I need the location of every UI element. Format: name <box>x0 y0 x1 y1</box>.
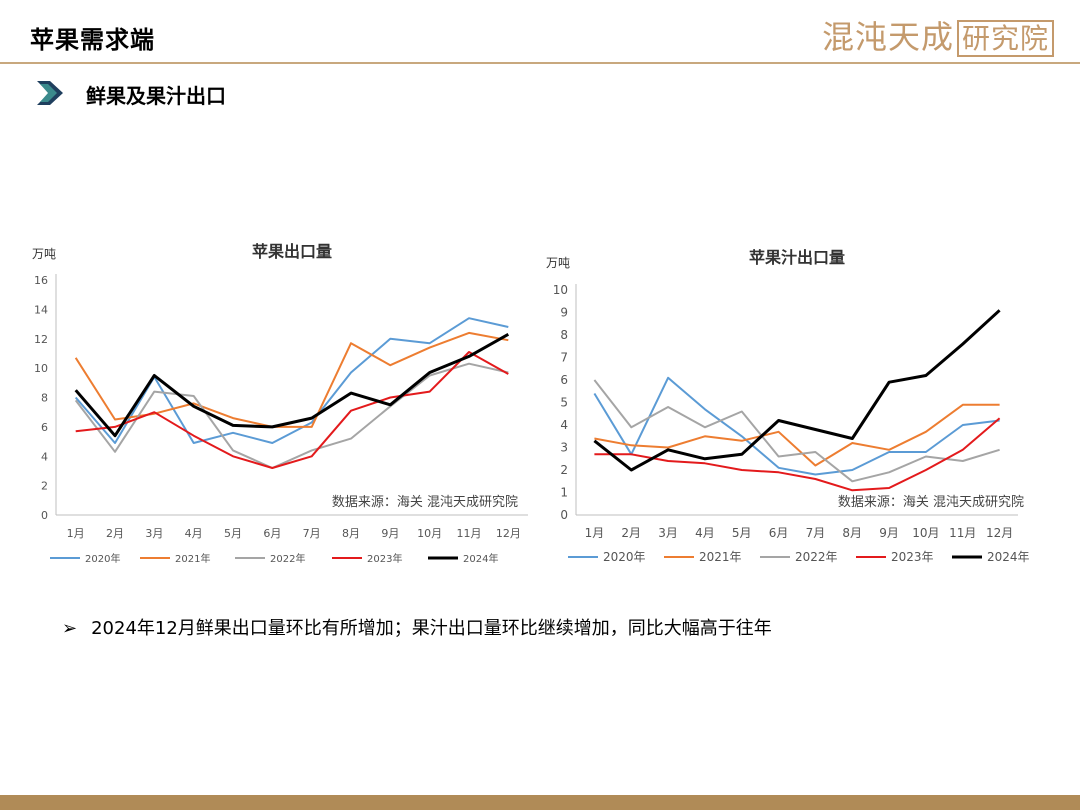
x-tick-label: 7月 <box>806 526 826 540</box>
summary-text: 2024年12月鲜果出口量环比有所增加；果汁出口量环比继续增加，同比大幅高于往年 <box>91 618 772 639</box>
x-tick-label: 12月 <box>496 527 521 540</box>
y-axis-unit-label: 万吨 <box>546 256 570 270</box>
series-line-2020年 <box>593 376 1000 476</box>
y-axis-unit-label: 万吨 <box>32 247 56 261</box>
x-tick-label: 11月 <box>949 526 976 540</box>
x-tick-label: 5月 <box>224 527 242 540</box>
y-tick-label: 0 <box>41 509 48 522</box>
series-line-2024年 <box>593 309 1001 472</box>
x-tick-label: 1月 <box>585 526 605 540</box>
header: 苹果需求端 混沌天成 研究院 <box>0 0 1080 62</box>
x-tick-label: 12月 <box>986 526 1013 540</box>
x-tick-label: 2月 <box>106 527 124 540</box>
header-divider <box>0 62 1080 64</box>
x-tick-label: 11月 <box>457 527 482 540</box>
x-tick-label: 8月 <box>842 526 862 540</box>
x-tick-label: 1月 <box>67 527 85 540</box>
y-tick-label: 5 <box>560 396 568 410</box>
apple-juice-export-chart: 苹果汁出口量 万吨 0 1 2 3 4 5 6 7 8 9 10 1月 2月 3月 4月 5月 6月 7月 8月 9月 10… <box>540 230 1060 580</box>
legend-label: 2020年 <box>85 552 120 565</box>
y-tick-label: 8 <box>41 392 48 405</box>
y-tick-label: 9 <box>560 306 568 320</box>
series-line-2023年 <box>75 351 509 469</box>
x-tick-label: 6月 <box>769 526 789 540</box>
series-line-2020年 <box>74 317 509 444</box>
logo: 混沌天成 研究院 <box>822 12 1054 58</box>
y-tick-label: 6 <box>560 373 568 387</box>
x-tick-label: 8月 <box>342 527 360 540</box>
legend-label: 2021年 <box>699 550 742 564</box>
x-tick-label: 3月 <box>658 526 678 540</box>
bullet-arrow-icon: ➢ <box>62 618 78 639</box>
y-tick-label: 10 <box>34 362 48 375</box>
page-title: 苹果需求端 <box>30 26 155 54</box>
y-tick-label: 0 <box>560 508 568 522</box>
legend-label: 2021年 <box>175 552 210 565</box>
legend-label: 2022年 <box>795 550 838 564</box>
series-line-2021年 <box>594 403 1000 467</box>
y-tick-label: 2 <box>41 480 48 493</box>
chart-title: 苹果汁出口量 <box>749 248 845 267</box>
x-tick-label: 9月 <box>879 526 899 540</box>
apple-export-chart-svg: 苹果出口量 万吨 0 2 4 6 8 10 12 14 16 1月 2月 3月 4月 5月 6月 7月 8月 9月 10… <box>32 242 528 565</box>
y-tick-label: 12 <box>34 333 48 346</box>
x-tick-label: 10月 <box>912 526 939 540</box>
summary-bullet: ➢ 2024年12月鲜果出口量环比有所增加；果汁出口量环比继续增加，同比大幅高于往… <box>62 614 772 640</box>
legend-label: 2024年 <box>463 552 498 565</box>
logo-main-text: 混沌天成 <box>821 18 954 56</box>
y-tick-label: 3 <box>560 441 568 455</box>
legend-label: 2020年 <box>603 550 646 564</box>
legend-label: 2022年 <box>270 552 305 565</box>
x-tick-label: 4月 <box>185 527 203 540</box>
y-tick-label: 1 <box>560 486 568 500</box>
x-tick-label: 2月 <box>621 526 641 540</box>
x-tick-label: 9月 <box>381 527 399 540</box>
source-note: 数据来源：海关 混沌天成研究院 <box>838 495 1024 510</box>
legend-label: 2023年 <box>891 550 934 564</box>
x-tick-label: 3月 <box>145 527 163 540</box>
chevron-right-icon <box>37 81 63 105</box>
y-tick-label: 10 <box>553 283 568 297</box>
x-tick-label: 4月 <box>695 526 715 540</box>
legend-label: 2023年 <box>367 552 402 565</box>
apple-export-chart: 苹果出口量 万吨 0 2 4 6 8 10 12 14 16 1月 2月 3月 4月 5月 6月 7月 8月 9月 10… <box>20 230 540 580</box>
y-tick-label: 8 <box>560 328 568 342</box>
series-line-2024年 <box>74 332 510 438</box>
series-line-2022年 <box>74 362 509 469</box>
x-tick-label: 10月 <box>417 527 442 540</box>
x-tick-label: 5月 <box>732 526 752 540</box>
series-line-2023年 <box>594 417 1001 492</box>
y-tick-label: 4 <box>41 450 48 463</box>
y-tick-label: 7 <box>560 351 568 365</box>
footer-bar <box>0 795 1080 810</box>
chart-title: 苹果出口量 <box>252 242 332 261</box>
y-tick-label: 16 <box>34 274 48 287</box>
logo-boxed-text: 研究院 <box>956 20 1054 57</box>
legend-label: 2024年 <box>987 550 1030 564</box>
x-tick-label: 6月 <box>263 527 281 540</box>
y-tick-label: 14 <box>34 303 48 316</box>
source-note: 数据来源：海关 混沌天成研究院 <box>332 495 518 510</box>
y-tick-label: 2 <box>560 463 568 477</box>
y-tick-label: 6 <box>41 421 48 434</box>
series-line-2022年 <box>593 379 1000 483</box>
apple-juice-export-chart-svg: 苹果汁出口量 万吨 0 1 2 3 4 5 6 7 8 9 10 1月 2月 3月 4月 5月 6月 7月 8月 9月 10… <box>546 248 1030 564</box>
y-tick-label: 4 <box>560 418 568 432</box>
x-tick-label: 7月 <box>303 527 321 540</box>
section-title: 鲜果及果汁出口 <box>86 84 226 108</box>
